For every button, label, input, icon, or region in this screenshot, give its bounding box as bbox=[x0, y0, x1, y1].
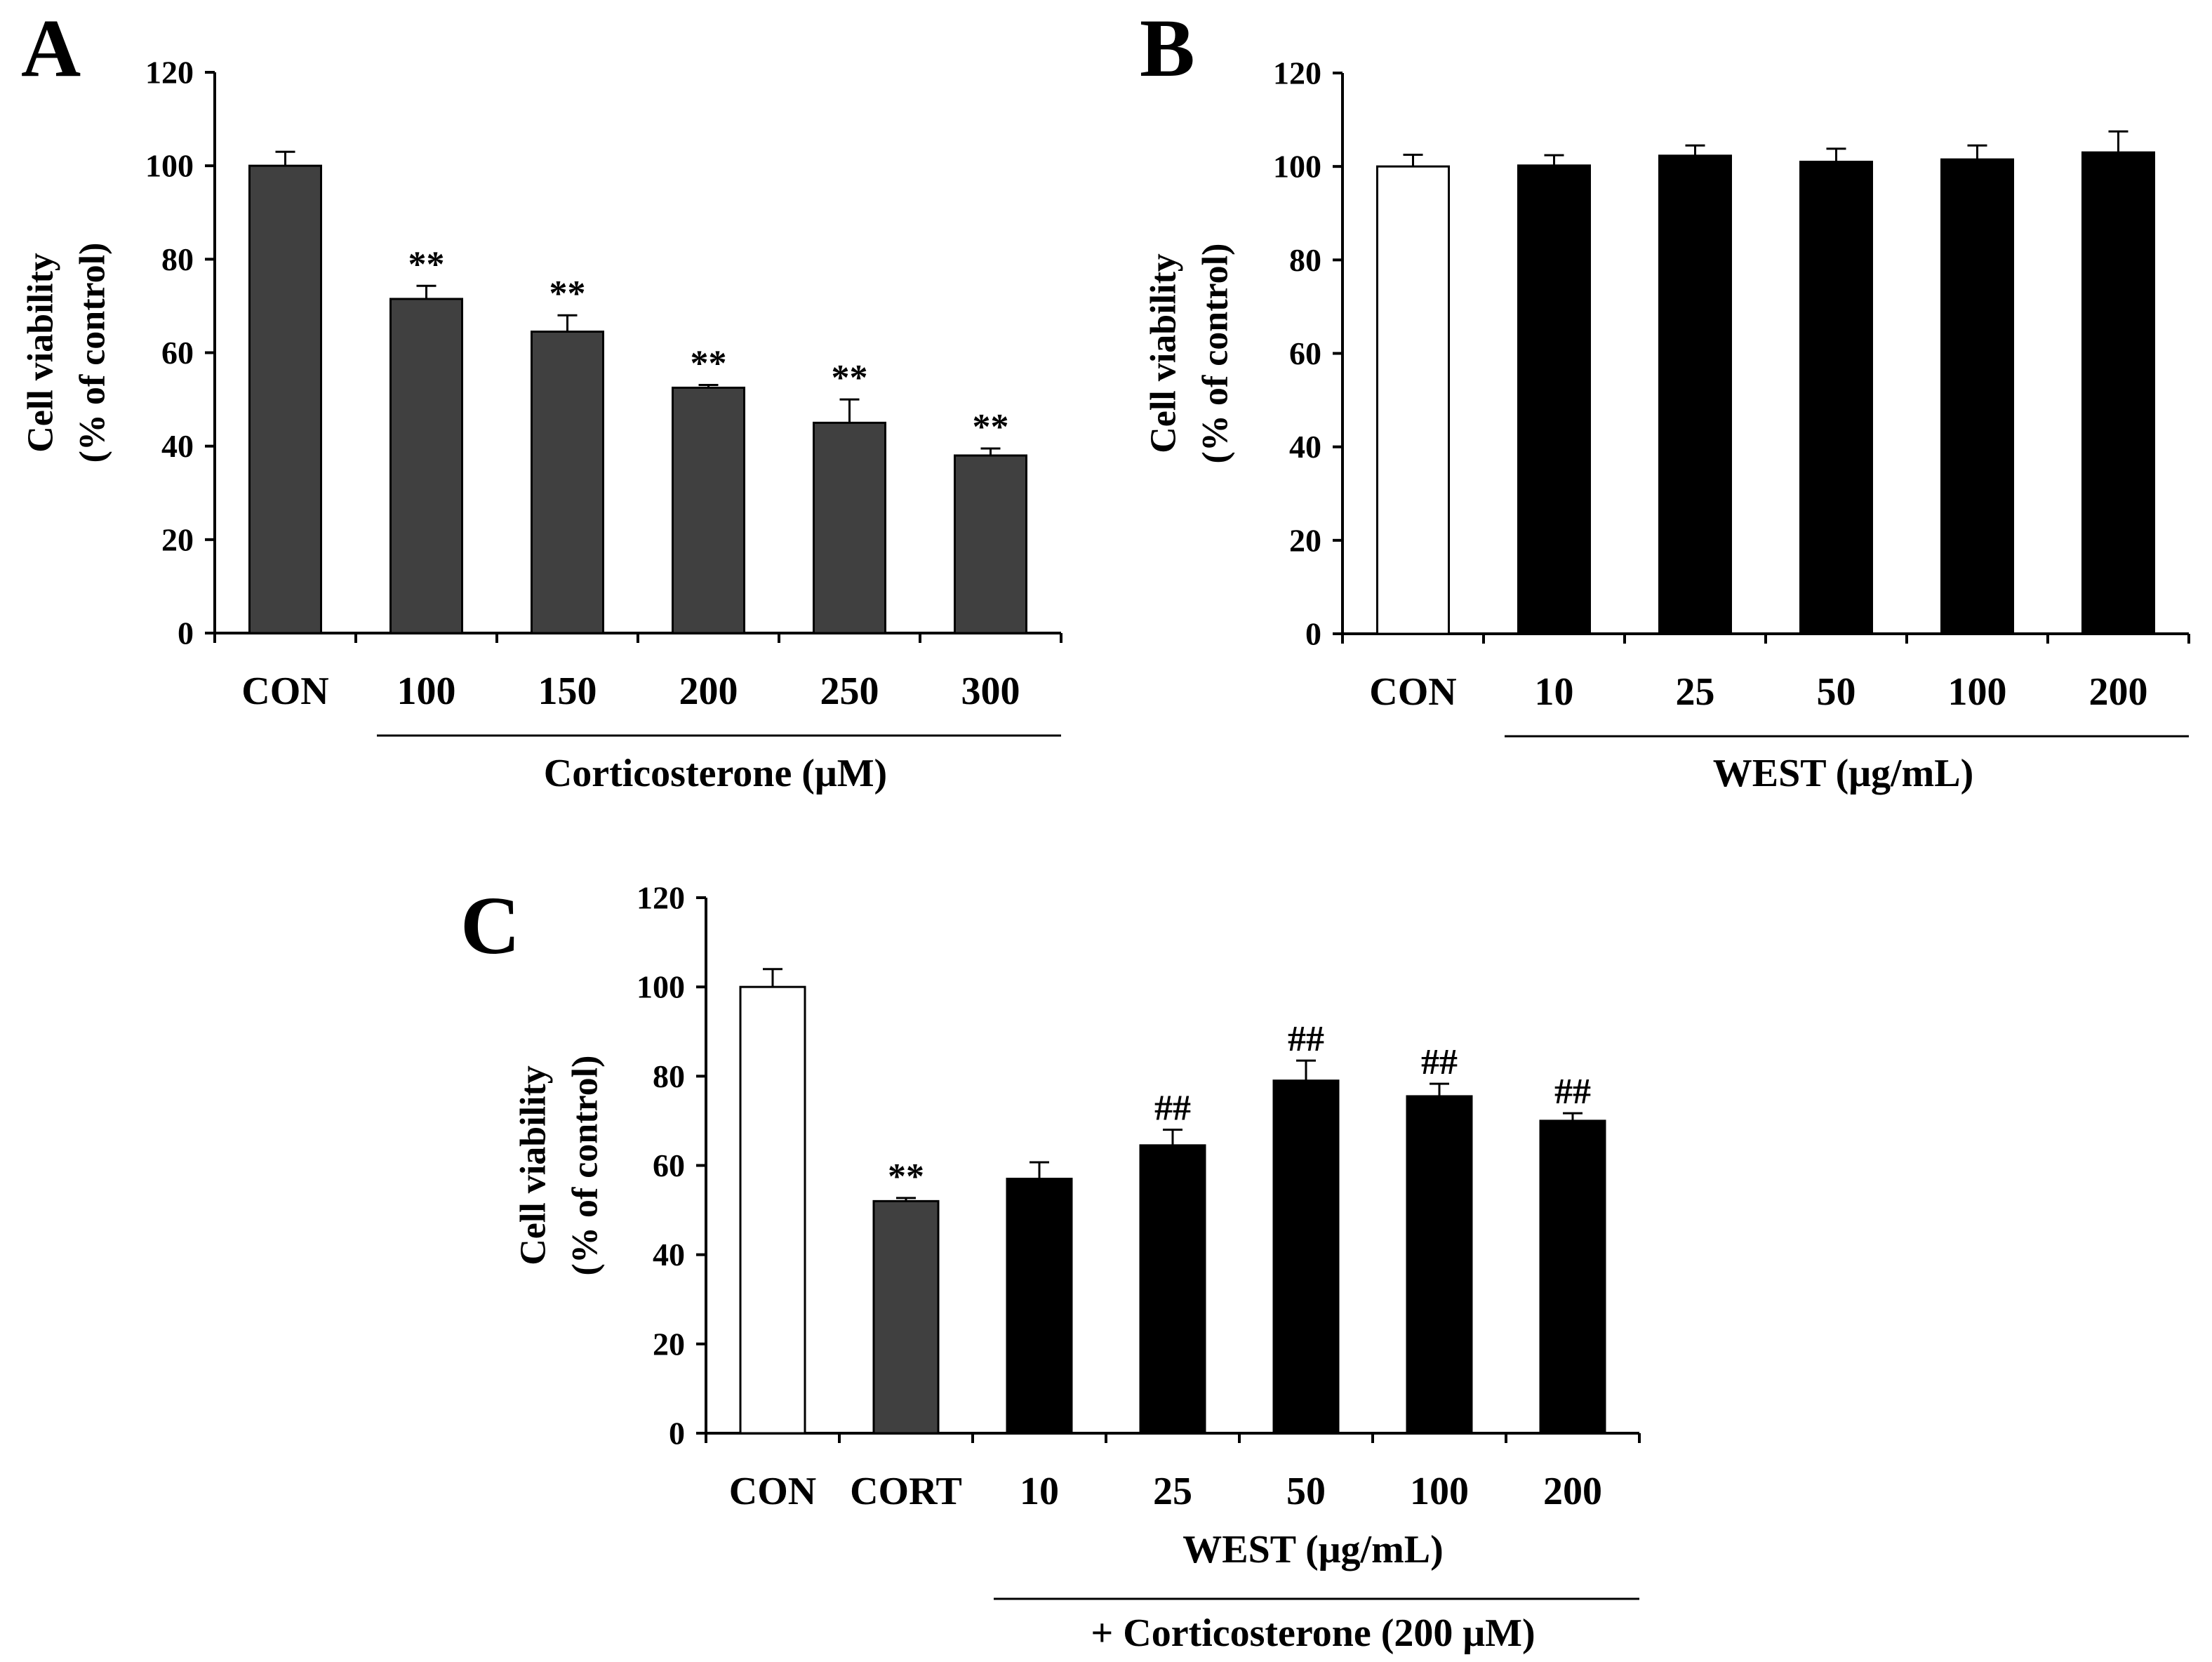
y-tick-label: 80 bbox=[653, 1058, 685, 1094]
bar bbox=[531, 331, 604, 634]
bar bbox=[813, 421, 886, 634]
y-axis-label: (% of control) bbox=[1196, 244, 1236, 464]
y-axis-label: Cell viability bbox=[21, 253, 61, 453]
panel-letter: C bbox=[460, 879, 520, 971]
y-tick-label: 20 bbox=[653, 1326, 685, 1362]
y-tick-label: 120 bbox=[637, 880, 685, 916]
significance-label: ## bbox=[1421, 1042, 1458, 1082]
x-category-label: 250 bbox=[820, 670, 879, 713]
significance-label: ** bbox=[691, 343, 727, 383]
significance-label: ** bbox=[888, 1157, 924, 1197]
y-axis-label: Cell viability bbox=[1144, 253, 1184, 453]
bar bbox=[1658, 154, 1732, 635]
group-label: Corticosterone (μM) bbox=[544, 752, 887, 795]
y-tick-label: 60 bbox=[1289, 335, 1321, 371]
y-axis-label: (% of control) bbox=[73, 243, 113, 463]
significance-label: ## bbox=[1288, 1019, 1324, 1059]
x-category-label: 300 bbox=[961, 670, 1020, 713]
y-tick-label: 0 bbox=[178, 616, 194, 651]
bar bbox=[248, 164, 322, 634]
y-tick-label: 80 bbox=[161, 241, 194, 277]
group-label: WEST (μg/mL) bbox=[1182, 1528, 1443, 1571]
chart-panel-b: B Cell viability (% of control) 0 20 40 60 80 10… bbox=[1140, 2, 2190, 795]
y-tick-label: 40 bbox=[653, 1237, 685, 1272]
x-category-label: 150 bbox=[538, 670, 597, 713]
significance-label: ** bbox=[832, 358, 868, 398]
significance-label: ## bbox=[1554, 1072, 1591, 1112]
x-category-label: 25 bbox=[1676, 670, 1715, 714]
x-category-label: 10 bbox=[1020, 1470, 1059, 1513]
bar bbox=[1006, 1178, 1073, 1435]
x-category-label: 100 bbox=[1948, 670, 2007, 714]
x-category-label: CON bbox=[1369, 670, 1456, 714]
bar bbox=[739, 985, 806, 1435]
bar bbox=[1139, 1144, 1206, 1435]
bar bbox=[1539, 1119, 1606, 1435]
y-tick-label: 20 bbox=[1289, 522, 1321, 558]
y-tick-label: 120 bbox=[145, 55, 194, 91]
y-tick-label: 80 bbox=[1289, 242, 1321, 278]
panel-letter: A bbox=[21, 2, 81, 94]
x-category-label: 100 bbox=[1410, 1470, 1469, 1513]
bar bbox=[2081, 151, 2155, 635]
x-category-label: 200 bbox=[1543, 1470, 1602, 1513]
y-tick-label: 100 bbox=[1273, 149, 1321, 185]
y-axis-label: Cell viability bbox=[514, 1065, 554, 1265]
x-category-label: CON bbox=[729, 1470, 816, 1513]
chart-panel-a: A Cell viability (% of control) 0 20 40 60 80 10… bbox=[21, 2, 1062, 795]
significance-label: ** bbox=[408, 244, 445, 284]
y-tick-label: 40 bbox=[1289, 429, 1321, 465]
x-category-label: 200 bbox=[679, 670, 738, 713]
x-category-label: CORT bbox=[850, 1470, 962, 1513]
panel-letter: B bbox=[1140, 2, 1195, 94]
y-tick-label: 100 bbox=[637, 969, 685, 1005]
x-category-label: 10 bbox=[1535, 670, 1574, 714]
bar bbox=[1517, 164, 1591, 635]
y-tick-label: 0 bbox=[1305, 616, 1321, 652]
y-tick-label: 100 bbox=[145, 148, 194, 184]
y-axis-label: (% of control) bbox=[566, 1056, 606, 1276]
bar bbox=[1406, 1095, 1473, 1435]
x-category-label: 25 bbox=[1153, 1470, 1192, 1513]
x-category-label: 50 bbox=[1286, 1470, 1326, 1513]
significance-label: ** bbox=[549, 274, 586, 314]
y-tick-label: 0 bbox=[669, 1416, 685, 1451]
group-label: WEST (μg/mL) bbox=[1713, 752, 1973, 795]
bar bbox=[1376, 165, 1450, 635]
bar bbox=[954, 454, 1027, 634]
y-tick-label: 60 bbox=[653, 1148, 685, 1183]
chart-panel-c: C Cell viability (% of control) 0 20 40 60 80 10… bbox=[460, 879, 1641, 1655]
y-tick-label: 40 bbox=[161, 428, 194, 464]
group-label: + Corticosterone (200 μM) bbox=[1091, 1611, 1535, 1655]
y-tick-label: 20 bbox=[161, 521, 194, 557]
x-category-label: 100 bbox=[397, 670, 456, 713]
y-tick-label: 60 bbox=[161, 335, 194, 371]
x-category-label: 50 bbox=[1817, 670, 1856, 714]
significance-label: ## bbox=[1154, 1089, 1191, 1129]
bar bbox=[389, 298, 463, 634]
significance-label: ** bbox=[973, 407, 1009, 447]
bar bbox=[672, 386, 745, 634]
bar bbox=[1940, 158, 2014, 635]
bar bbox=[1799, 161, 1873, 635]
x-category-label: CON bbox=[241, 670, 328, 713]
y-tick-label: 120 bbox=[1273, 55, 1321, 91]
x-category-label: 200 bbox=[2089, 670, 2148, 714]
bar bbox=[872, 1199, 940, 1435]
bar bbox=[1272, 1079, 1340, 1435]
